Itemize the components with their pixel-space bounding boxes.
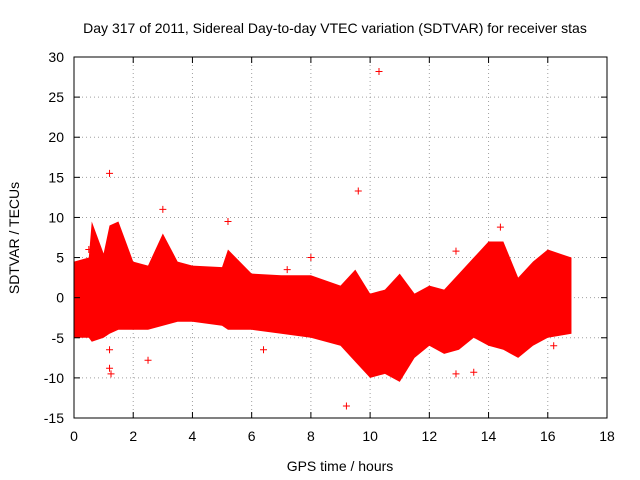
y-tick-label: 5	[56, 250, 64, 266]
y-tick-label: -5	[52, 330, 65, 346]
data-point	[106, 346, 114, 354]
data-point	[452, 370, 460, 378]
y-tick-label: 25	[48, 89, 64, 105]
y-axis: -15 -10 -5 0 5 10 15 20 25 30	[44, 49, 607, 426]
data-point	[85, 246, 93, 254]
x-tick-label: 10	[362, 428, 378, 444]
data-point	[342, 402, 350, 410]
y-tick-label: 30	[48, 49, 64, 65]
data-point	[354, 187, 362, 195]
data-point	[452, 247, 460, 255]
data-point	[496, 223, 504, 231]
data-point	[283, 266, 291, 274]
grid	[74, 57, 607, 418]
data-point	[107, 370, 115, 378]
x-tick-label: 6	[248, 428, 256, 444]
y-tick-label: 10	[48, 209, 64, 225]
data-point	[144, 356, 152, 364]
x-tick-label: 16	[540, 428, 556, 444]
y-tick-label: 20	[48, 129, 64, 145]
data-point	[224, 217, 232, 225]
data-series-sdtvar	[74, 221, 572, 382]
data-point	[307, 254, 315, 262]
x-tick-label: 18	[599, 428, 615, 444]
x-tick-label: 2	[129, 428, 137, 444]
x-tick-label: 0	[70, 428, 78, 444]
x-tick-label: 4	[189, 428, 197, 444]
sdtvar-envelope	[74, 221, 572, 382]
x-tick-label: 8	[307, 428, 315, 444]
data-point	[159, 205, 167, 213]
x-axis-label: GPS time / hours	[287, 458, 394, 474]
data-point	[106, 364, 114, 372]
y-tick-label: -15	[44, 410, 64, 426]
outlier-points	[85, 67, 558, 410]
data-point	[550, 342, 558, 350]
y-axis-label: SDTVAR / TECUs	[6, 182, 22, 294]
data-point	[260, 346, 268, 354]
data-point	[375, 67, 383, 75]
x-axis: 0 2 4 6 8 10 12 14 16 18	[70, 57, 615, 444]
plot-frame	[73, 56, 608, 419]
x-tick-label: 14	[481, 428, 497, 444]
y-tick-label: 0	[56, 290, 64, 306]
y-tick-label: -10	[44, 370, 64, 386]
chart-title: Day 317 of 2011, Sidereal Day-to-day VTE…	[83, 20, 587, 36]
data-point	[106, 169, 114, 177]
x-tick-label: 12	[422, 428, 438, 444]
data-point	[470, 368, 478, 376]
y-tick-label: 15	[48, 169, 64, 185]
